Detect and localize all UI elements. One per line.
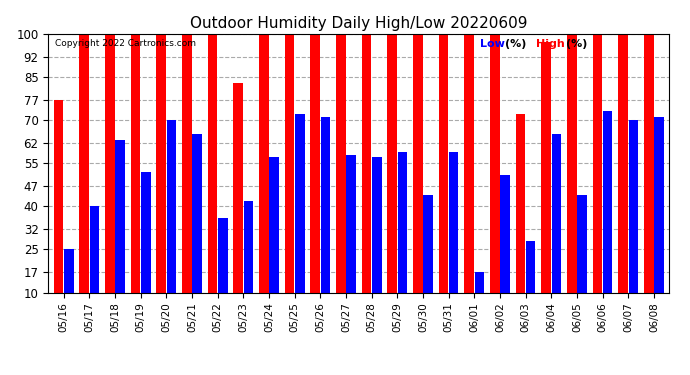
Bar bbox=[413, 34, 422, 292]
Text: Copyright 2022 Cartronics.com: Copyright 2022 Cartronics.com bbox=[55, 39, 195, 48]
Bar bbox=[310, 34, 320, 292]
Bar bbox=[336, 34, 346, 292]
Bar bbox=[372, 158, 382, 292]
Text: (%): (%) bbox=[566, 39, 587, 49]
Bar bbox=[90, 206, 99, 292]
Bar bbox=[285, 34, 294, 292]
Bar bbox=[551, 134, 561, 292]
Bar bbox=[500, 175, 510, 292]
Text: High: High bbox=[535, 39, 564, 49]
Bar bbox=[193, 134, 202, 292]
Bar bbox=[79, 34, 89, 292]
Bar bbox=[593, 34, 602, 292]
Bar bbox=[269, 158, 279, 292]
Bar bbox=[321, 117, 331, 292]
Bar bbox=[141, 172, 150, 292]
Bar bbox=[629, 120, 638, 292]
Bar bbox=[295, 114, 304, 292]
Bar bbox=[578, 195, 586, 292]
Bar bbox=[449, 152, 458, 292]
Bar bbox=[397, 152, 407, 292]
Bar bbox=[362, 34, 371, 292]
Text: Low: Low bbox=[480, 39, 505, 49]
Bar bbox=[387, 34, 397, 292]
Bar bbox=[464, 34, 474, 292]
Bar bbox=[515, 114, 525, 292]
Bar bbox=[475, 272, 484, 292]
Bar bbox=[567, 34, 577, 292]
Bar bbox=[542, 42, 551, 292]
Bar bbox=[167, 120, 176, 292]
Bar bbox=[244, 201, 253, 292]
Bar bbox=[131, 34, 140, 292]
Bar bbox=[259, 34, 268, 292]
Bar bbox=[490, 34, 500, 292]
Text: (%): (%) bbox=[505, 39, 526, 49]
Bar bbox=[218, 218, 228, 292]
Bar bbox=[603, 111, 613, 292]
Bar bbox=[115, 140, 125, 292]
Bar bbox=[654, 117, 664, 292]
Bar bbox=[105, 34, 115, 292]
Bar bbox=[208, 34, 217, 292]
Bar bbox=[424, 195, 433, 292]
Bar bbox=[157, 34, 166, 292]
Bar bbox=[526, 241, 535, 292]
Bar bbox=[618, 34, 628, 292]
Title: Outdoor Humidity Daily High/Low 20220609: Outdoor Humidity Daily High/Low 20220609 bbox=[190, 16, 528, 31]
Bar bbox=[64, 249, 74, 292]
Bar bbox=[54, 100, 63, 292]
Bar bbox=[182, 34, 192, 292]
Bar bbox=[346, 154, 356, 292]
Bar bbox=[233, 82, 243, 292]
Bar bbox=[644, 34, 653, 292]
Bar bbox=[439, 34, 449, 292]
